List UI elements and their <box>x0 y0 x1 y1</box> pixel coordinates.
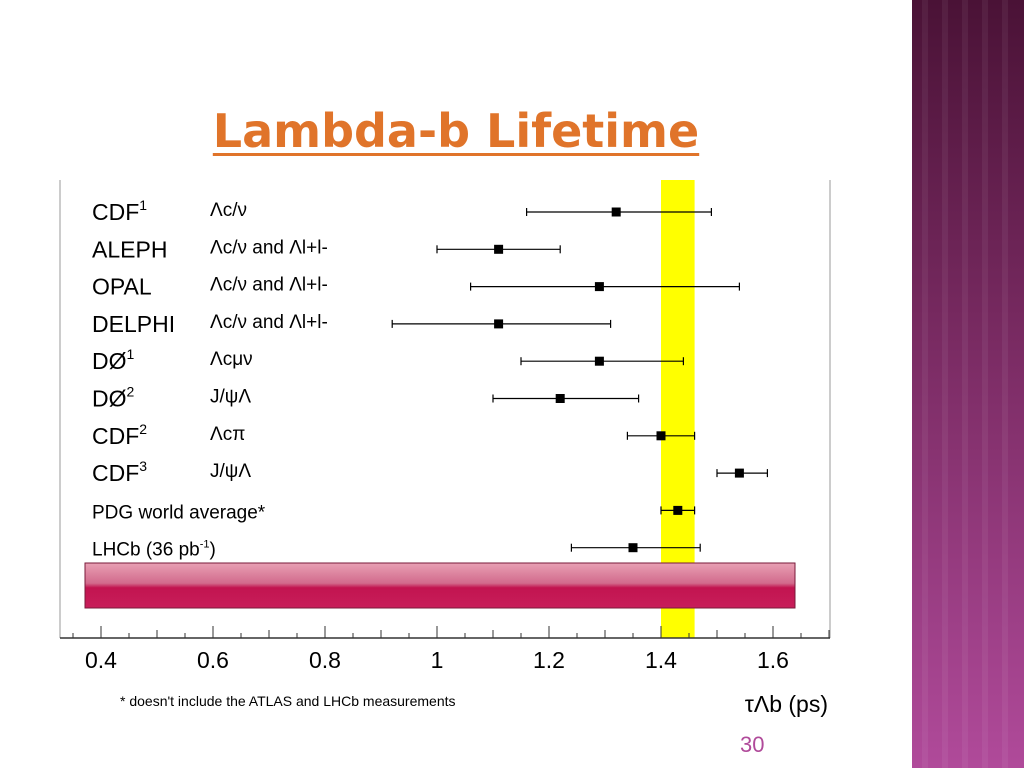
average-band <box>661 180 695 638</box>
row-label: CDF1 <box>92 197 147 225</box>
row-label: DELPHI <box>92 311 175 337</box>
x-tick-label: 1.4 <box>645 647 677 673</box>
data-point <box>494 244 504 254</box>
row-channel: Λc/ν and Λl+l- <box>210 237 328 258</box>
row-label: OPAL <box>92 274 152 300</box>
chart-footnote: * doesn't include the ATLAS and LHCb mea… <box>120 693 456 709</box>
page-number: 30 <box>740 732 765 757</box>
row-channel: J/ψΛ <box>210 461 251 482</box>
x-tick-label: 1.6 <box>757 647 789 673</box>
row-label: DØ2 <box>92 384 135 412</box>
x-axis-label: τΛb (ps) <box>745 691 828 717</box>
row-channel: J/ψΛ <box>210 387 251 408</box>
data-point <box>673 505 683 515</box>
data-point <box>734 468 744 478</box>
row-label: CDF3 <box>92 458 147 486</box>
x-tick-label: 1 <box>431 647 444 673</box>
data-point <box>555 394 565 403</box>
x-tick-label: 0.6 <box>197 647 229 673</box>
slide-title: Lambda-b Lifetime <box>212 104 700 158</box>
row-label: LHCb (36 pb-1) <box>92 539 216 561</box>
row-label: CDF2 <box>92 421 147 449</box>
decorative-sidebar <box>912 0 1024 768</box>
data-point <box>628 543 638 553</box>
lifetime-chart: CDF1 Λc/ν ALEPH Λc/ν and Λl+l- OPAL Λc/ν and … <box>59 180 831 717</box>
data-point <box>611 207 621 217</box>
row-channel: Λcμν <box>210 349 253 370</box>
data-point <box>594 356 604 366</box>
plot-area <box>60 180 830 638</box>
x-tick-label: 0.8 <box>309 647 341 673</box>
x-tick-label: 0.4 <box>85 647 117 673</box>
row-label: ALEPH <box>92 236 167 262</box>
data-point <box>494 319 504 329</box>
row-channel: Λc/ν and Λl+l- <box>210 312 328 333</box>
row-channel: Λc/ν and Λl+l- <box>210 275 328 296</box>
row-channel: Λc/ν <box>210 200 247 221</box>
row-label: DØ1 <box>92 346 135 374</box>
row-channel: Λcπ <box>210 424 245 445</box>
row-label: PDG world average* <box>92 502 266 523</box>
x-tick-label: 1.2 <box>533 647 565 673</box>
data-point <box>656 431 666 441</box>
data-point <box>594 282 604 292</box>
highlight-bar <box>84 562 796 609</box>
